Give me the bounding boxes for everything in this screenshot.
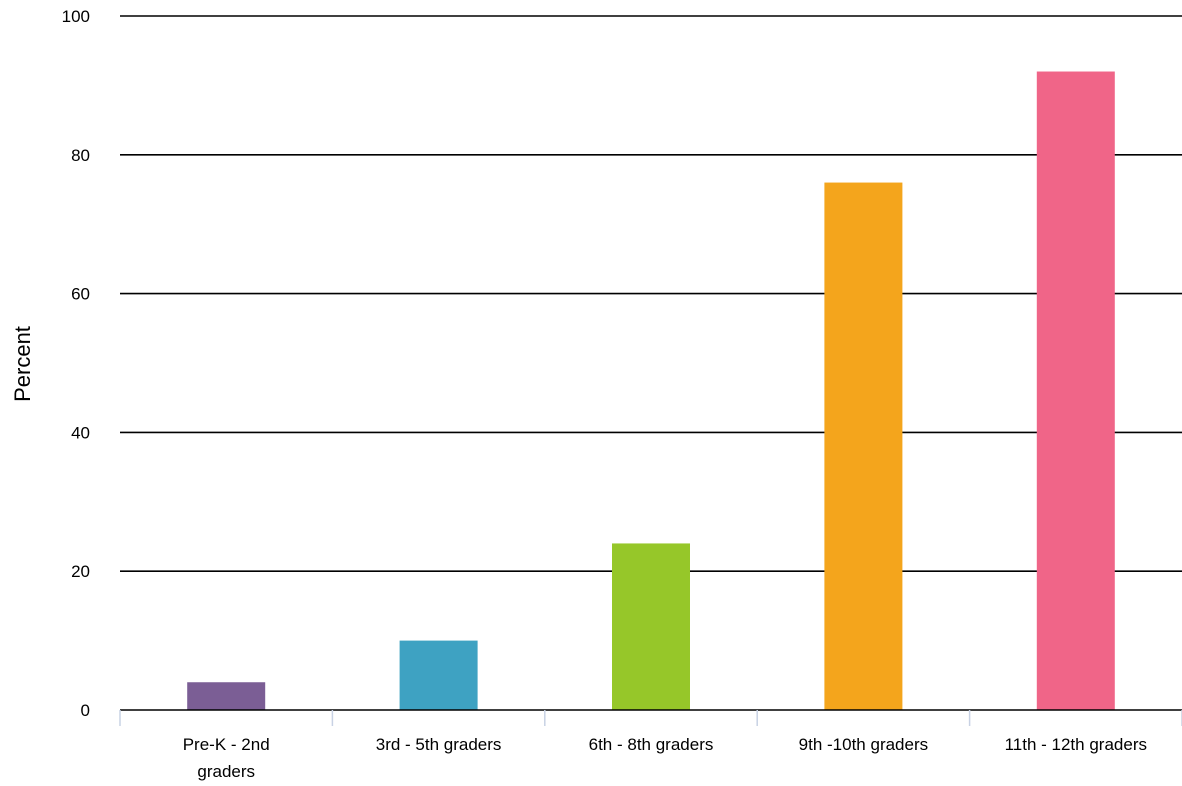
y-tick-label: 60 <box>71 285 90 304</box>
bar-2 <box>399 640 478 710</box>
bar-4 <box>824 182 903 710</box>
bar-5 <box>1036 71 1115 710</box>
y-tick-label: 20 <box>71 562 90 581</box>
x-tick-label: 6th - 8th graders <box>589 735 714 754</box>
bar-3 <box>612 543 690 710</box>
bars <box>187 71 1115 710</box>
y-axis-title: Percent <box>10 326 35 402</box>
x-tick-label: 11th - 12th graders <box>1005 735 1147 754</box>
bar-1 <box>187 682 266 710</box>
y-tick-label: 100 <box>62 7 90 26</box>
x-tick-label: 9th -10th graders <box>799 735 928 754</box>
y-tick-label: 0 <box>81 701 90 720</box>
x-tick-label: Pre-K - 2nd graders <box>183 735 270 781</box>
x-tick-label: 3rd - 5th graders <box>376 735 502 754</box>
y-tick-labels: 0 20 40 60 80 100 <box>62 7 90 720</box>
x-axis <box>119 709 1182 726</box>
y-tick-label: 40 <box>71 423 90 442</box>
y-tick-label: 80 <box>71 146 90 165</box>
gridlines <box>120 15 1182 573</box>
x-tick-labels: Pre-K - 2nd graders 3rd - 5th graders 6th -… <box>183 735 1147 781</box>
